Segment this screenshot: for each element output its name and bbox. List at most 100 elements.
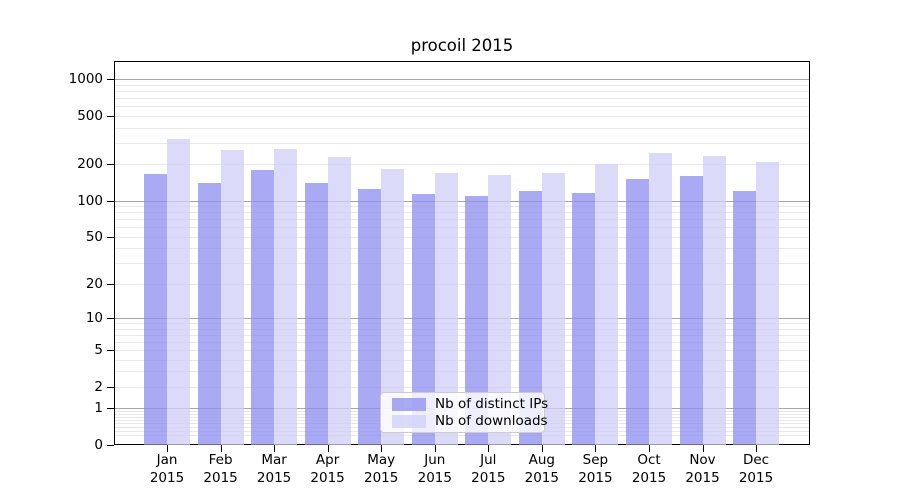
gridline-minor-80 xyxy=(115,212,809,214)
x-tick-year: 2015 xyxy=(524,470,559,486)
gridline-minor-5 xyxy=(115,349,809,351)
y-tick-mark-5 xyxy=(107,349,114,351)
x-tick-label-jun: Jun 2015 xyxy=(400,451,470,487)
y-tick-label-200: 200 xyxy=(77,156,103,173)
x-tick-label-mar: Mar 2015 xyxy=(239,451,309,487)
gridline-minor-20 xyxy=(115,283,809,285)
x-tick-month: Jan xyxy=(156,452,178,468)
x-tick-label-aug: Aug 2015 xyxy=(507,451,577,487)
gridline-minor-300 xyxy=(115,142,809,144)
gridline-minor-900 xyxy=(115,84,809,86)
bar-downloads-dec xyxy=(756,161,780,445)
plot-area xyxy=(114,61,810,445)
x-tick-mark-oct xyxy=(649,445,650,452)
bar-distinct-ips-may xyxy=(358,188,382,445)
x-tick-month: Feb xyxy=(208,452,233,468)
x-tick-label-dec: Dec 2015 xyxy=(721,451,791,487)
x-tick-month: May xyxy=(367,452,396,468)
x-tick-mark-aug xyxy=(541,445,543,452)
bar-distinct-ips-jan xyxy=(144,174,167,445)
y-tick-label-50: 50 xyxy=(85,228,103,245)
x-tick-month: Apr xyxy=(315,452,340,468)
legend-swatch-downloads xyxy=(392,414,426,428)
bar-downloads-apr xyxy=(327,156,351,445)
bar-downloads-sep xyxy=(595,164,619,445)
y-tick-mark-50 xyxy=(107,236,114,238)
legend: Nb of distinct IPs Nb of downloads xyxy=(380,392,548,433)
x-tick-month: Sep xyxy=(582,452,609,468)
y-tick-label-5: 5 xyxy=(94,341,103,358)
bar-downloads-jun xyxy=(434,172,458,445)
gridline-minor-600 xyxy=(115,106,809,108)
bar-downloads-nov xyxy=(702,156,726,445)
x-tick-label-jul: Jul 2015 xyxy=(453,451,523,487)
x-tick-month: Jul xyxy=(480,452,497,468)
gridline-minor-9 xyxy=(115,322,809,324)
x-tick-mark-nov xyxy=(702,445,704,452)
legend-item-downloads: Nb of downloads xyxy=(392,413,548,429)
x-tick-label-apr: Apr 2015 xyxy=(293,451,363,487)
x-tick-label-oct: Oct 2015 xyxy=(614,451,684,487)
gridline-minor-60 xyxy=(115,227,809,229)
y-tick-mark-10 xyxy=(107,317,114,319)
y-tick-label-0: 0 xyxy=(94,436,103,453)
x-tick-month: Oct xyxy=(637,452,661,468)
gridline-major-100 xyxy=(115,200,809,202)
bar-downloads-may xyxy=(381,168,405,445)
x-tick-mark-jun xyxy=(434,445,436,452)
x-tick-month: Dec xyxy=(742,452,770,468)
x-tick-mark-jan xyxy=(167,445,168,452)
x-tick-year: 2015 xyxy=(149,470,185,486)
x-tick-mark-jul xyxy=(488,445,490,452)
bar-distinct-ips-jun xyxy=(411,194,435,445)
x-tick-year: 2015 xyxy=(631,470,667,486)
chart-title: procoil 2015 xyxy=(410,36,514,55)
legend-item-distinct-ips: Nb of distinct IPs xyxy=(392,396,548,412)
y-tick-label-1: 1 xyxy=(94,400,103,416)
y-tick-label-2: 2 xyxy=(94,378,103,395)
gridline-minor-30 xyxy=(115,263,809,265)
bar-distinct-ips-sep xyxy=(572,193,596,445)
y-tick-mark-0 xyxy=(107,444,114,446)
y-tick-mark-100 xyxy=(107,200,114,202)
y-tick-label-100: 100 xyxy=(77,192,103,209)
y-tick-label-20: 20 xyxy=(85,275,103,292)
gridline-minor-400 xyxy=(115,127,809,129)
gridline-minor-0.2 xyxy=(115,435,809,437)
gridline-minor-70 xyxy=(115,219,809,221)
bar-distinct-ips-mar xyxy=(251,169,275,445)
x-tick-year: 2015 xyxy=(685,470,720,486)
x-tick-year: 2015 xyxy=(364,470,399,486)
gridline-minor-500 xyxy=(115,115,809,117)
gridline-minor-2 xyxy=(115,386,809,388)
x-tick-mark-apr xyxy=(327,445,329,452)
gridline-minor-90 xyxy=(115,206,809,208)
gridline-minor-800 xyxy=(115,91,809,93)
y-tick-label-10: 10 xyxy=(85,309,103,326)
x-tick-year: 2015 xyxy=(738,470,774,486)
y-tick-label-500: 500 xyxy=(77,107,103,124)
x-tick-label-nov: Nov 2015 xyxy=(668,451,738,487)
bar-downloads-oct xyxy=(648,152,672,445)
gridline-minor-4 xyxy=(115,359,809,361)
y-tick-mark-20 xyxy=(107,283,114,285)
y-tick-label-1000: 1000 xyxy=(68,71,103,88)
x-tick-year: 2015 xyxy=(310,470,345,486)
x-tick-mark-may xyxy=(381,445,383,452)
x-tick-year: 2015 xyxy=(203,470,238,486)
x-tick-mark-mar xyxy=(274,445,276,452)
y-tick-mark-2 xyxy=(107,386,114,388)
gridline-minor-3 xyxy=(115,371,809,373)
gridline-major-1000 xyxy=(115,79,809,81)
y-tick-mark-500 xyxy=(107,115,114,117)
x-tick-year: 2015 xyxy=(256,470,292,486)
gridline-minor-200 xyxy=(115,164,809,166)
bar-downloads-mar xyxy=(274,148,298,445)
gridline-minor-700 xyxy=(115,98,809,100)
x-tick-mark-feb xyxy=(220,445,222,452)
gridline-minor-50 xyxy=(115,236,809,238)
bar-downloads-aug xyxy=(541,173,565,445)
legend-swatch-distinct-ips xyxy=(392,397,426,411)
y-tick-mark-1 xyxy=(107,408,114,409)
